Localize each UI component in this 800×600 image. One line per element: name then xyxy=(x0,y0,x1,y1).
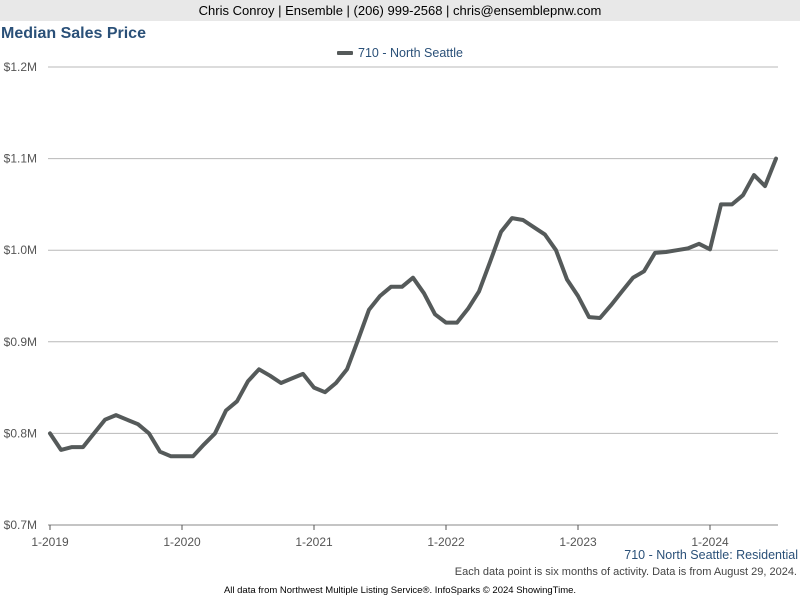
x-tick-label: 1-2020 xyxy=(163,535,201,549)
legend-swatch xyxy=(337,51,354,55)
contact-text: Chris Conroy | Ensemble | (206) 999-2568… xyxy=(198,3,602,18)
contact-header: Chris Conroy | Ensemble | (206) 999-2568… xyxy=(0,0,800,21)
x-tick-label: 1-2022 xyxy=(427,535,465,549)
y-tick-label: $0.8M xyxy=(4,426,37,440)
series-line xyxy=(48,156,778,459)
x-tick-label: 1-2024 xyxy=(691,535,729,549)
data-credit: All data from Northwest Multiple Listing… xyxy=(223,585,577,596)
chart-title: Median Sales Price xyxy=(1,25,146,42)
x-tick-label: 1-2023 xyxy=(559,535,597,549)
x-tick-label: 1-2021 xyxy=(295,535,333,549)
y-tick-label: $1.2M xyxy=(4,60,37,74)
series-label: 710 - North Seattle: Residential xyxy=(624,548,798,562)
legend-label: 710 - North Seattle xyxy=(358,46,463,60)
data-note: Each data point is six months of activit… xyxy=(454,566,797,578)
chart-legend: 710 - North Seattle xyxy=(0,46,800,60)
y-tick-label: $1.0M xyxy=(4,243,37,257)
y-tick-label: $1.1M xyxy=(4,152,37,166)
x-tick-label: 1-2019 xyxy=(31,535,69,549)
y-tick-label: $0.7M xyxy=(4,518,37,532)
y-tick-label: $0.9M xyxy=(4,335,37,349)
